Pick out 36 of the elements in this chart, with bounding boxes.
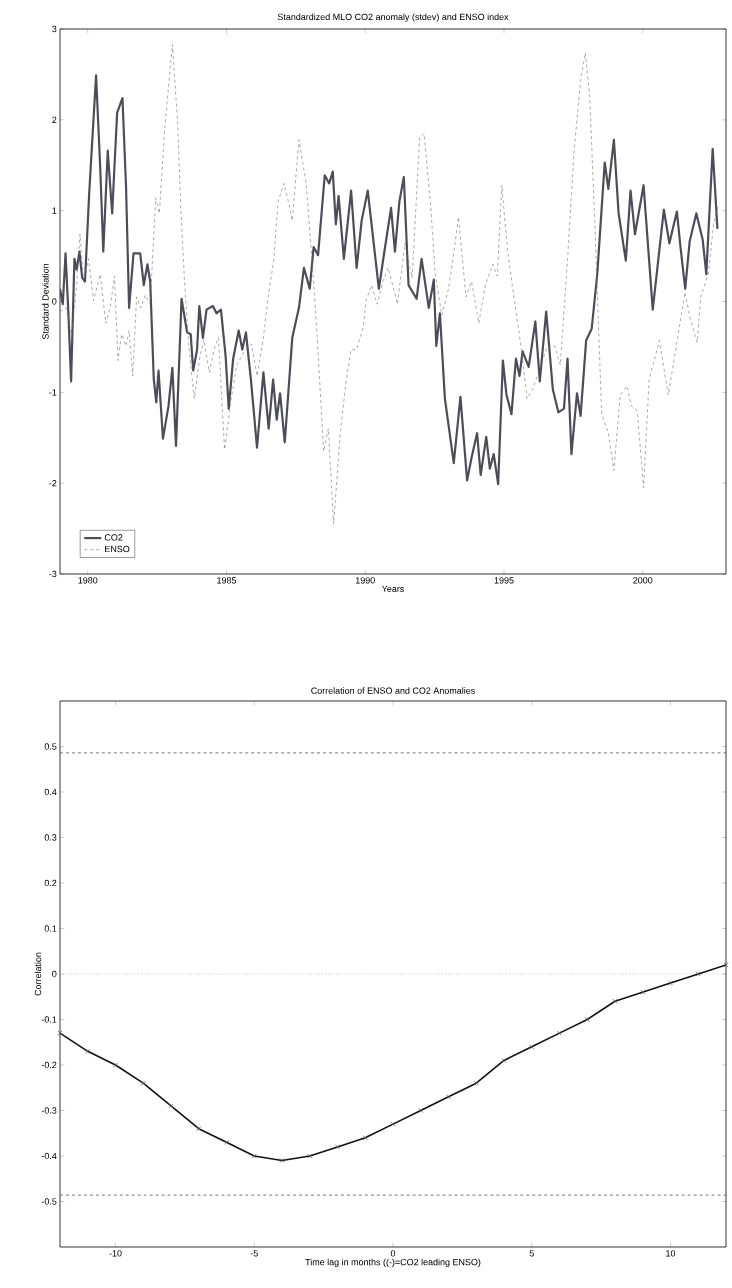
x-tick-label: 0 (390, 1250, 396, 1257)
x-tick-label: 10 (666, 1250, 676, 1257)
y-tick-label: 2 (52, 116, 57, 123)
x-tick-label: 2000 (633, 577, 653, 584)
x-tick-label: 1980 (78, 577, 98, 584)
x-tick-label: -10 (109, 1250, 122, 1257)
y-tick-label: 0 (52, 970, 57, 978)
y-tick-label: 0.4 (44, 788, 57, 796)
y-tick-label: -0.3 (41, 1107, 57, 1114)
y-tick-label: -1 (49, 389, 57, 396)
x-tick-label: 1985 (217, 577, 237, 584)
x-tick-label: 1990 (355, 577, 375, 584)
y-axis-title: Standard Deviation (42, 263, 49, 340)
legend-label: ENSO (105, 545, 130, 553)
y-tick-label: 0.1 (44, 925, 57, 932)
y-tick-label: 0 (52, 298, 57, 305)
x-tick-label: -5 (250, 1250, 258, 1257)
chart-title: Correlation of ENSO and CO2 Anomalies (311, 687, 475, 694)
x-axis-title: Years (381, 585, 404, 592)
x-tick-label: 5 (529, 1250, 534, 1257)
y-tick-label: 0.3 (44, 834, 57, 841)
y-tick-label: -0.1 (41, 1016, 57, 1023)
legend-label: CO2 (104, 534, 123, 541)
y-tick-label: -2 (49, 480, 57, 487)
y-tick-label: 1 (52, 207, 57, 214)
y-tick-label: -3 (49, 570, 57, 578)
y-tick-label: -0.2 (41, 1061, 57, 1069)
y-tick-label: 0.5 (44, 743, 57, 750)
chart-title: Standardized MLO CO2 anomaly (stdev) and ENSO index (277, 13, 509, 22)
y-tick-label: 3 (52, 25, 57, 33)
y-tick-label: -0.4 (41, 1152, 57, 1160)
y-tick-label: -0.5 (41, 1198, 57, 1205)
y-axis-title: Correlation (34, 952, 42, 996)
x-tick-label: 1995 (494, 577, 514, 584)
y-tick-label: 0.2 (44, 879, 57, 887)
x-axis-title: Time lag in months ((-)=CO2 leading ENSO) (305, 1258, 481, 1268)
